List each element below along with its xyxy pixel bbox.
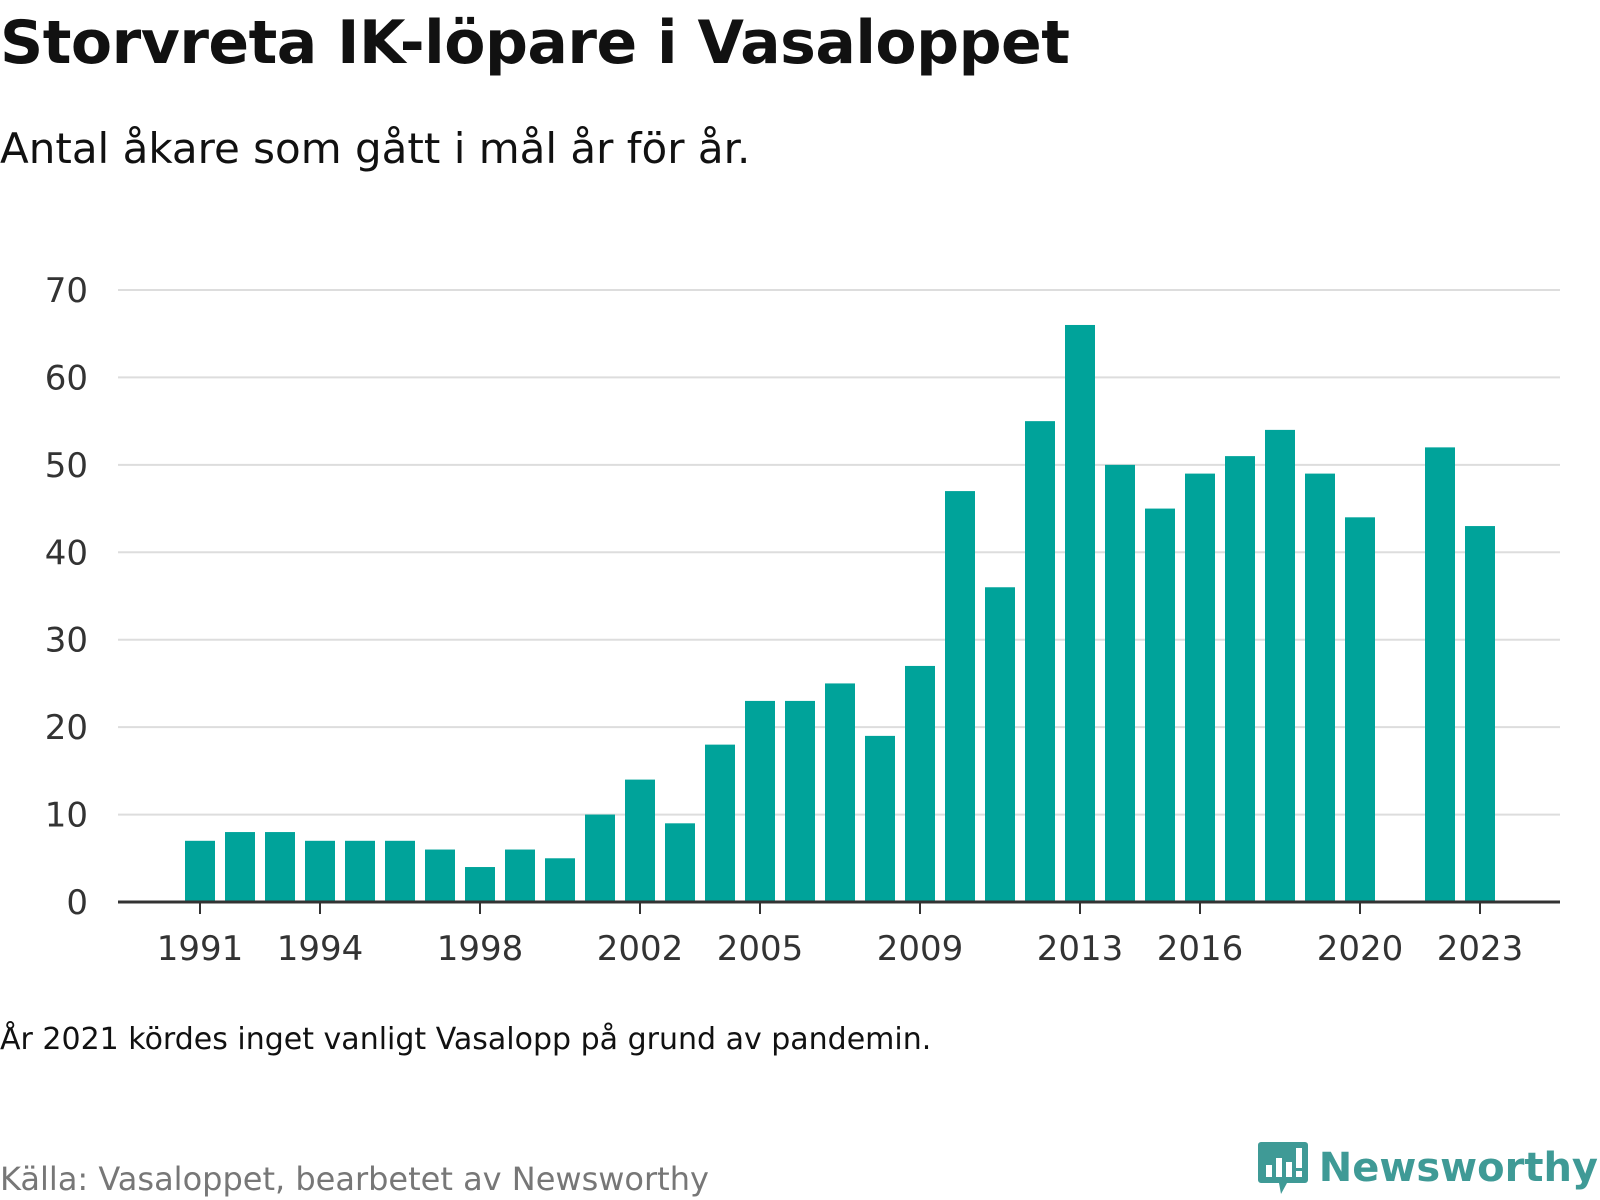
bar-chart: 0 10 20 30 40 50 60 70 1991 1994 1998 2002 2005 2009… [45,271,1560,969]
bar-2005 [745,700,775,902]
bar-2009 [905,665,935,902]
x-tick-label-2016: 2016 [1157,929,1244,969]
bar-1994 [305,840,335,902]
bar-1997 [425,849,455,902]
x-tick-label-2009: 2009 [877,929,964,969]
y-tick-label-30: 30 [45,621,88,661]
chart-subtitle: Antal åkare som gått i mål år för år. [0,124,751,173]
bar-2011 [985,587,1015,902]
bar-1998 [465,867,495,902]
bar-2001 [585,814,615,902]
bars [185,324,1495,902]
x-tick-label-1998: 1998 [437,929,524,969]
y-tick-label-50: 50 [45,446,88,486]
bar-1992 [225,832,255,902]
x-axis-ticks: 1991 1994 1998 2002 2005 2009 2013 2016 2020 2023 [157,902,1524,969]
x-tick-label-1994: 1994 [277,929,364,969]
brand-name: Newsworthy [1318,1145,1598,1191]
bar-2022 [1425,447,1455,902]
y-tick-label-40: 40 [45,533,88,573]
bar-2016 [1185,473,1215,902]
bar-2010 [945,491,975,902]
bar-2004 [705,744,735,902]
bar-2003 [665,823,695,902]
x-tick-label-2023: 2023 [1437,929,1524,969]
y-tick-label-0: 0 [66,883,88,923]
brand-logo: Newsworthy [1257,1140,1598,1196]
bar-2015 [1145,508,1175,902]
bar-2007 [825,683,855,902]
x-tick-label-2005: 2005 [717,929,804,969]
chart-note: År 2021 kördes inget vanligt Vasalopp på… [0,1022,932,1057]
y-tick-label-60: 60 [45,358,88,398]
bar-2013 [1065,324,1095,902]
bar-1999 [505,849,535,902]
bar-2019 [1305,473,1335,902]
bar-2008 [865,735,895,902]
bar-2018 [1265,429,1295,902]
bar-2002 [625,779,655,902]
source-credit: Källa: Vasaloppet, bearbetet av Newswort… [0,1160,709,1198]
y-axis-ticks: 0 10 20 30 40 50 60 70 [45,271,88,923]
bar-2017 [1225,456,1255,902]
bar-2006 [785,700,815,902]
y-tick-label-10: 10 [45,796,88,836]
bar-1996 [385,840,415,902]
x-tick-label-1991: 1991 [157,929,244,969]
x-tick-label-2013: 2013 [1037,929,1124,969]
chart-title: Storvreta IK-löpare i Vasaloppet [0,8,1070,78]
newsworthy-logo-icon [1257,1142,1308,1194]
y-tick-label-70: 70 [45,271,88,311]
bar-2023 [1465,526,1495,902]
bar-2000 [545,858,575,902]
x-tick-label-2020: 2020 [1317,929,1404,969]
bar-2012 [1025,421,1055,902]
bar-2014 [1105,464,1135,902]
bar-1991 [185,840,215,902]
bar-1993 [265,832,295,902]
y-tick-label-20: 20 [45,708,88,748]
bar-1995 [345,840,375,902]
bar-2020 [1345,517,1375,902]
x-tick-label-2002: 2002 [597,929,684,969]
